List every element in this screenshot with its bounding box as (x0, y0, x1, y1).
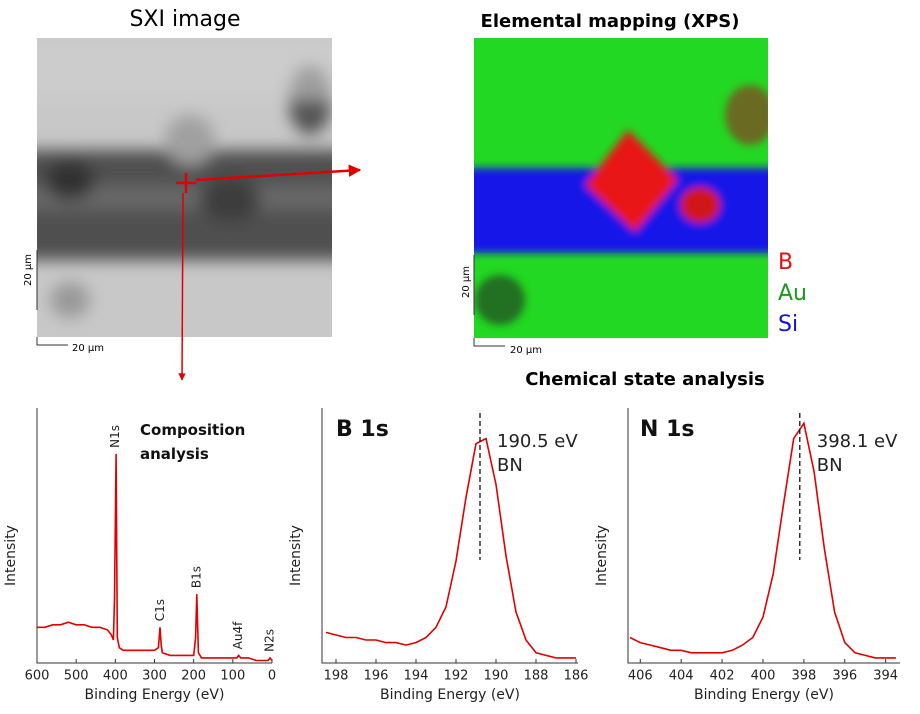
x-axis-label: Binding Energy (eV) (380, 687, 520, 703)
peak-label: N1s (108, 425, 122, 448)
scale-label: 20 μm (23, 254, 34, 286)
x-tick-label: 404 (669, 669, 694, 684)
x-tick-label: 192 (444, 669, 469, 684)
peak-label: B1s (189, 566, 203, 588)
image-title: SXI image (129, 7, 240, 32)
x-tick-label: 196 (364, 669, 389, 684)
peak-text: BN (497, 455, 523, 476)
peak-text: 190.5 eV (497, 431, 578, 452)
y-axis-label: Intensity (594, 525, 610, 586)
analysis-arrows (176, 164, 362, 381)
x-tick-label: 400 (103, 669, 128, 684)
x-tick-label: 194 (404, 669, 429, 684)
x-tick-label: 398 (791, 669, 816, 684)
x-tick-label: 198 (324, 669, 349, 684)
spectrum-line (37, 453, 273, 662)
peak-text: 398.1 eV (817, 431, 898, 452)
x-tick-label: 400 (751, 669, 776, 684)
mapping-image (474, 38, 768, 338)
x-tick-label: 190 (484, 669, 509, 684)
axis-line (321, 408, 578, 664)
x-tick-label: 406 (628, 669, 653, 684)
x-tick-label: 394 (873, 669, 898, 684)
peak-label: C1s (153, 599, 167, 621)
x-tick-label: 188 (524, 669, 549, 684)
x-tick-label: 0 (268, 669, 276, 684)
legend-entry: B (778, 250, 793, 275)
x-tick-label: 396 (832, 669, 857, 684)
legend-entry: Si (778, 312, 798, 337)
x-axis-label: Binding Energy (eV) (694, 687, 834, 703)
chart-title: B 1s (336, 417, 389, 442)
x-tick-label: 402 (710, 669, 735, 684)
spectrum-line (325, 437, 576, 659)
scale-label: 20 μm (461, 266, 472, 298)
scale-bar (36, 250, 505, 347)
image-title: Elemental mapping (XPS) (481, 11, 740, 32)
peak-text: BN (817, 455, 843, 476)
section-title: Chemical state analysis (525, 369, 765, 390)
x-tick-label: 200 (181, 669, 206, 684)
spectrum-line (629, 421, 896, 659)
y-axis-label: Intensity (3, 525, 19, 586)
x-tick-label: 300 (142, 669, 167, 684)
chart-title: Composition analysis (140, 421, 245, 463)
scale-label: 20 μm (510, 345, 542, 356)
x-tick-label: 100 (220, 669, 245, 684)
peak-label: N2s (263, 629, 277, 652)
scale-label: 20 μm (72, 343, 104, 354)
x-tick-label: 600 (25, 669, 50, 684)
peak-label: Au4f (231, 621, 245, 649)
x-axis-label: Binding Energy (eV) (85, 687, 225, 703)
chart-title: N 1s (640, 417, 694, 442)
y-axis-label: Intensity (288, 525, 304, 586)
axis-line (627, 408, 900, 664)
x-tick-label: 186 (564, 669, 589, 684)
x-tick-label: 500 (64, 669, 89, 684)
legend-entry: Au (778, 281, 807, 306)
sxi-image (37, 38, 332, 337)
